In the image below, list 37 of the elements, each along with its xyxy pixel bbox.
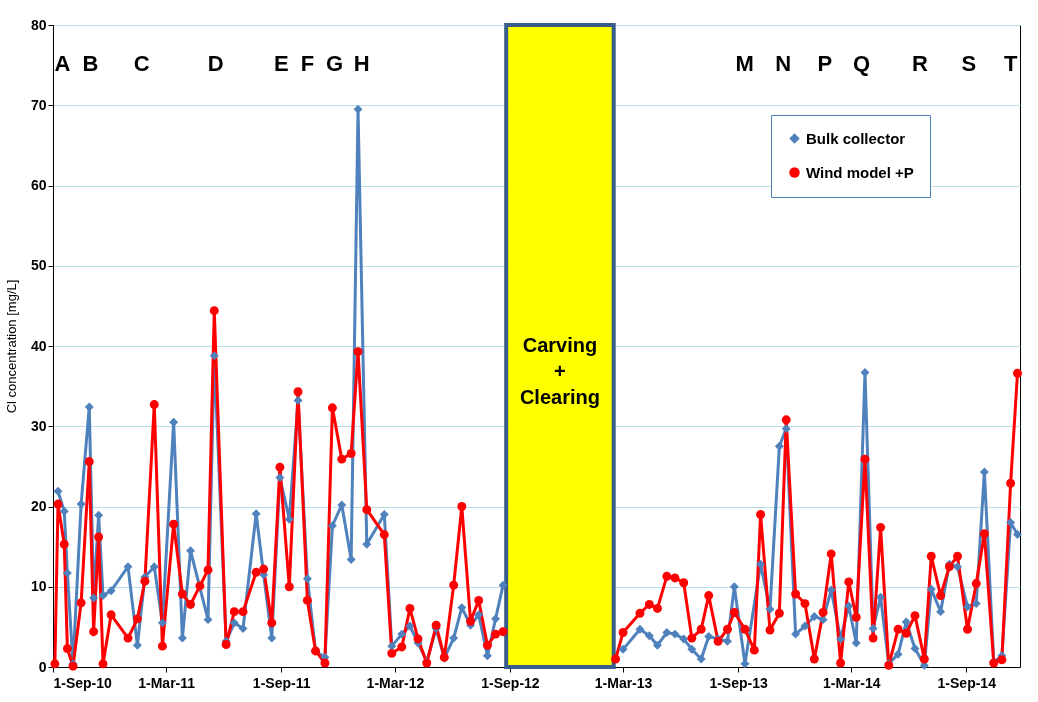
x-tick-label: 1-Sep-14 <box>937 674 997 691</box>
legend-label: Wind model +P <box>806 163 914 181</box>
x-tick-label: 1-Sep-13 <box>709 674 768 691</box>
x-tick-label: 1-Mar-14 <box>822 674 881 691</box>
band-label: Carving + Clearing <box>519 334 600 408</box>
annotation: C <box>133 50 150 76</box>
y-tick-label: 70 <box>30 96 47 113</box>
annotation: B <box>82 50 99 76</box>
annotation: G <box>326 50 344 76</box>
x-tick-label: 1-Mar-13 <box>594 674 653 691</box>
annotation: N <box>775 50 792 76</box>
annotation: D <box>207 50 224 76</box>
annotation: T <box>1003 50 1018 76</box>
y-tick-label: 60 <box>30 177 47 193</box>
y-tick-label: 10 <box>30 578 47 595</box>
annotation: S <box>961 50 977 76</box>
x-tick-label: 1-Sep-12 <box>481 674 540 691</box>
x-tick-label: 1-Mar-11 <box>138 674 196 691</box>
annotation: Q <box>852 50 870 76</box>
y-tick-label: 50 <box>30 257 47 274</box>
annotation: F <box>300 50 315 76</box>
x-tick-label: 1-Mar-12 <box>366 674 425 691</box>
y-tick-label: 40 <box>30 337 47 354</box>
annotation: H <box>353 50 370 76</box>
annotation: M <box>735 50 754 76</box>
x-tick-label: 1-Sep-11 <box>252 674 311 691</box>
y-axis-title: Cl concentration [mg/L] <box>3 279 19 414</box>
x-tick-label: 1-Sep-10 <box>53 674 113 691</box>
annotation: A <box>54 50 71 76</box>
y-tick-label: 30 <box>30 417 47 434</box>
annotation: P <box>817 50 833 76</box>
y-tick-label: 0 <box>38 658 47 675</box>
annotation: R <box>911 50 928 76</box>
y-tick-label: 20 <box>30 498 47 514</box>
y-tick-label: 80 <box>30 16 47 33</box>
annotation: E <box>274 50 289 76</box>
legend-label: Bulk collector <box>806 129 906 147</box>
